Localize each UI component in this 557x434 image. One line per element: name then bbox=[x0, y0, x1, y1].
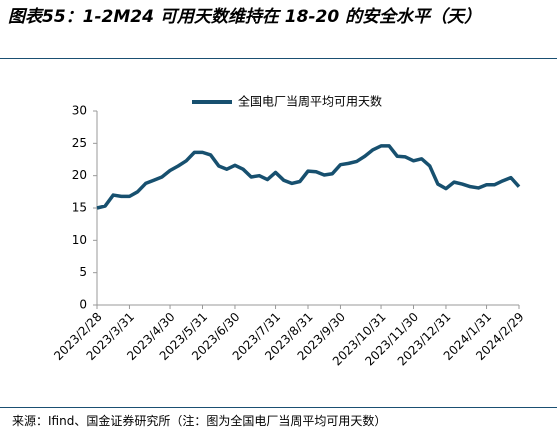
y-tick-label: 20 bbox=[72, 168, 87, 182]
divider bbox=[0, 407, 557, 408]
y-tick-label: 30 bbox=[72, 104, 87, 118]
legend-label: 全国电厂当周平均可用天数 bbox=[238, 94, 382, 109]
y-tick-label: 10 bbox=[72, 233, 87, 247]
chart-title: 图表55：1-2M24 可用天数维持在 18-20 的安全水平（天） bbox=[8, 7, 482, 27]
y-tick-label: 0 bbox=[79, 298, 87, 312]
y-tick-label: 5 bbox=[79, 265, 87, 279]
line-series bbox=[96, 144, 521, 210]
y-tick-label: 15 bbox=[72, 201, 87, 215]
source-note: 来源：Ifind、国金证券研究所（注：图为全国电厂当周平均可用天数） bbox=[12, 414, 387, 428]
y-tick-label: 25 bbox=[72, 136, 87, 150]
divider bbox=[0, 58, 557, 59]
